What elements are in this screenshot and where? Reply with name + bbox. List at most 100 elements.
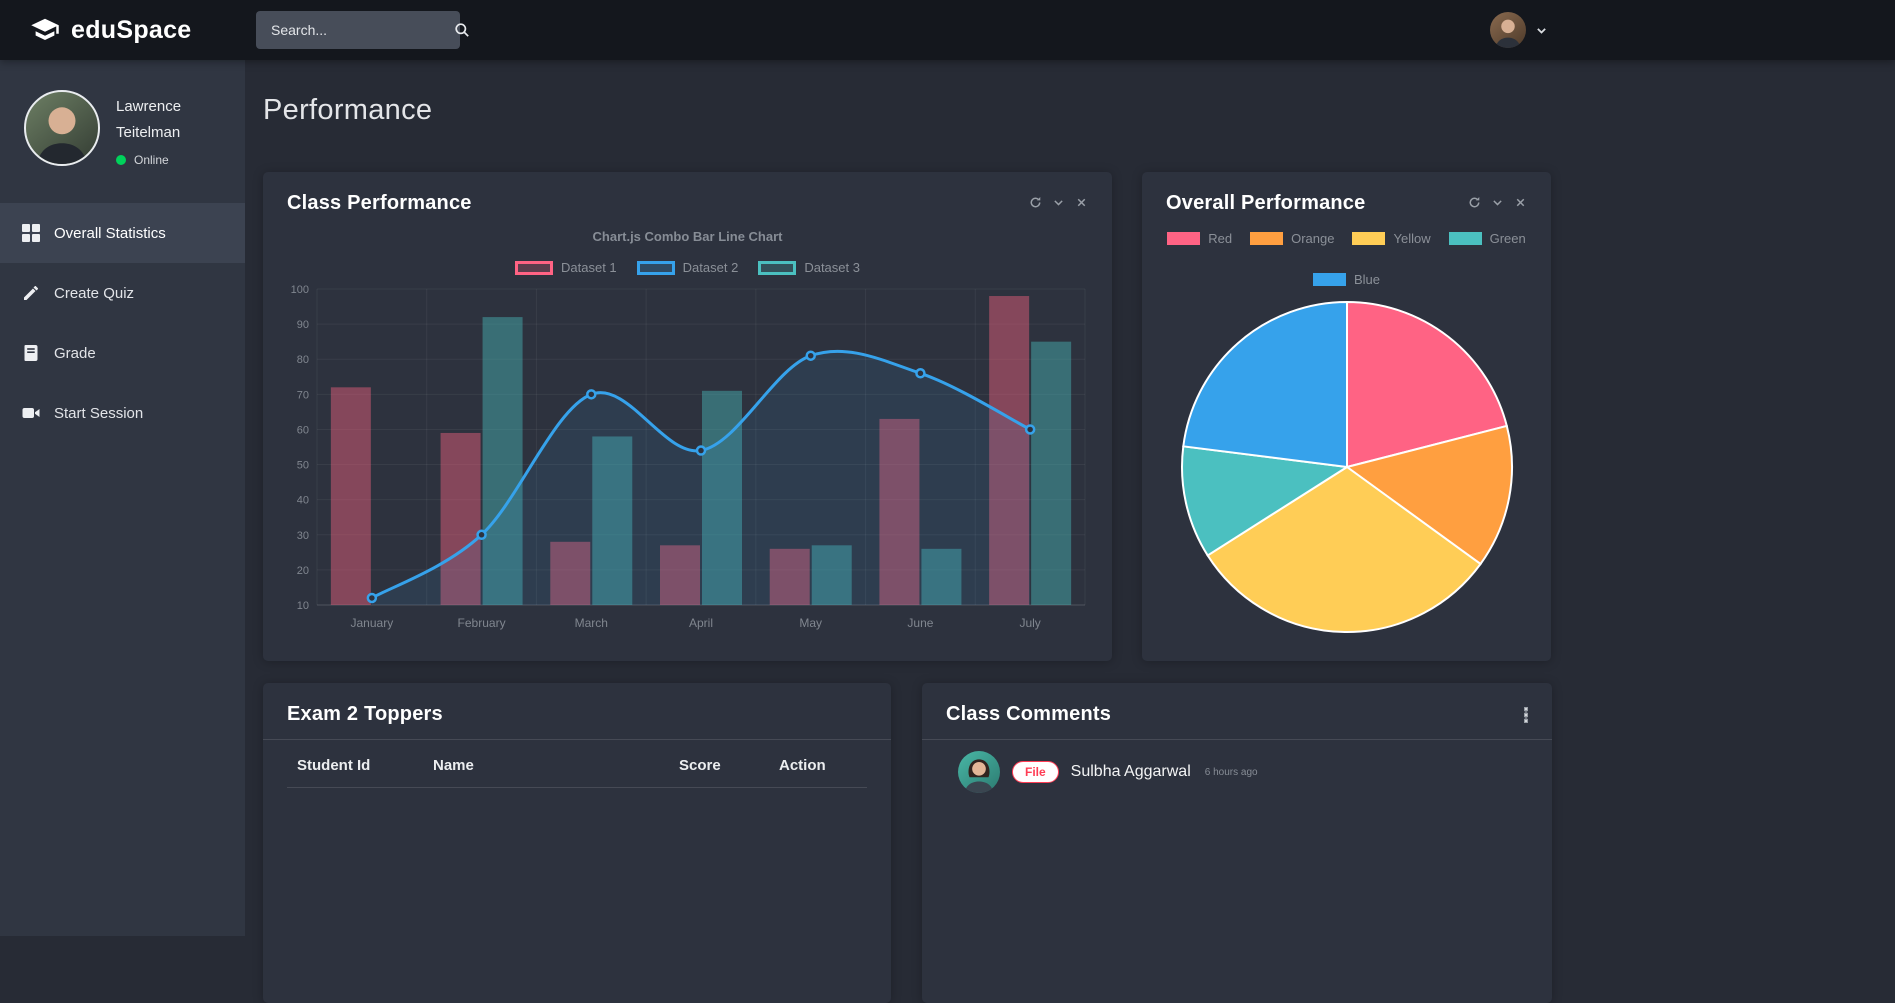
svg-text:April: April — [688, 616, 712, 630]
close-icon[interactable] — [1514, 196, 1527, 209]
legend-item[interactable]: Dataset 2 — [636, 260, 738, 275]
profile-avatar — [24, 90, 100, 166]
svg-text:90: 90 — [296, 319, 308, 331]
brand-logo[interactable]: eduSpace — [30, 0, 192, 60]
sidebar-profile: Lawrence Teitelman Online — [0, 60, 245, 189]
combo-chart-legend: Dataset 1 Dataset 2 Dataset 3 — [263, 260, 1112, 275]
overall-performance-card: Overall Performance Red Orange Yellow Green… — [1142, 172, 1551, 661]
collapse-icon[interactable] — [1491, 196, 1504, 209]
file-badge: File — [1012, 761, 1059, 783]
top-navbar: eduSpace — [0, 0, 1895, 60]
comment-item: File Sulbha Aggarwal 6 hours ago — [922, 740, 1552, 793]
search-box — [256, 11, 469, 49]
svg-text:100: 100 — [290, 284, 308, 296]
grid-icon — [22, 224, 40, 242]
collapse-icon[interactable] — [1052, 196, 1065, 209]
chevron-down-icon[interactable] — [1535, 24, 1548, 37]
pen-icon — [22, 284, 40, 302]
svg-text:60: 60 — [296, 424, 308, 436]
video-camera-icon — [22, 404, 40, 422]
refresh-icon[interactable] — [1029, 196, 1042, 209]
legend-item[interactable]: Green — [1448, 231, 1526, 246]
card-actions — [1468, 192, 1527, 209]
svg-text:March: March — [574, 616, 607, 630]
sidebar-item-start-session[interactable]: Start Session — [0, 383, 245, 443]
sidebar: Lawrence Teitelman Online Overall Statis… — [0, 60, 245, 936]
sidebar-item-label: Grade — [54, 344, 96, 362]
legend-item[interactable]: Dataset 3 — [758, 260, 860, 275]
commenter-avatar — [958, 751, 1000, 793]
header-divider — [263, 739, 891, 740]
card-title: Overall Performance — [1166, 192, 1366, 214]
legend-item[interactable]: Yellow — [1352, 231, 1431, 246]
svg-text:June: June — [907, 616, 933, 630]
refresh-icon[interactable] — [1468, 196, 1481, 209]
sidebar-item-label: Create Quiz — [54, 284, 135, 302]
profile-first-name: Lawrence — [116, 98, 182, 115]
legend-item[interactable]: Blue — [1312, 272, 1380, 287]
sidebar-item-label: Overall Statistics — [54, 224, 166, 242]
pie-chart — [1180, 300, 1513, 633]
legend-item[interactable]: Red — [1167, 231, 1232, 246]
online-label: Online — [134, 153, 169, 167]
exam-toppers-card: Exam 2 Toppers Student Id Name Score Act… — [263, 683, 891, 1003]
search-input[interactable] — [269, 21, 454, 39]
card-actions — [1029, 192, 1088, 209]
svg-text:80: 80 — [296, 354, 308, 366]
comment-timestamp: 6 hours ago — [1204, 766, 1258, 778]
book-icon — [22, 344, 40, 362]
profile-last-name: Teitelman — [116, 124, 181, 141]
legend-item[interactable]: Orange — [1250, 231, 1334, 246]
search-icon[interactable] — [454, 22, 470, 38]
card-title: Class Performance — [287, 192, 472, 214]
svg-text:July: July — [1019, 616, 1040, 630]
card-title: Exam 2 Toppers — [287, 703, 443, 725]
class-performance-card: Class Performance Chart.js Combo Bar Lin… — [263, 172, 1112, 661]
legend-item[interactable]: Dataset 1 — [515, 260, 617, 275]
sidebar-menu: Overall Statistics Create Quiz Grade Sta… — [0, 203, 245, 443]
svg-text:70: 70 — [296, 389, 308, 401]
svg-text:20: 20 — [296, 565, 308, 577]
svg-text:40: 40 — [296, 495, 308, 507]
svg-text:30: 30 — [296, 530, 308, 542]
close-icon[interactable] — [1075, 196, 1088, 209]
header-divider — [922, 739, 1552, 740]
svg-text:May: May — [799, 616, 822, 630]
main-content: Performance Class Performance Chart.js C… — [245, 60, 1895, 1003]
column-header-score: Score — [679, 757, 721, 774]
sidebar-item-grade[interactable]: Grade — [0, 323, 245, 383]
column-header-name: Name — [433, 757, 474, 774]
brand-name: eduSpace — [71, 15, 192, 44]
chart-title: Chart.js Combo Bar Line Chart — [592, 229, 783, 244]
card-title: Class Comments — [946, 703, 1112, 725]
page-title: Performance — [263, 94, 433, 126]
card-header: Class Comments — [922, 683, 1552, 726]
combo-bar-line-chart: 10 20 30 40 50 60 70 80 90 100 January February Marc… — [290, 284, 1085, 630]
card-header: Class Performance — [263, 172, 1112, 215]
commenter-name: Sulbha Aggarwal — [1070, 763, 1191, 780]
pie-chart-legend: Red Orange Yellow Green Blue — [1142, 225, 1551, 287]
sidebar-item-create-quiz[interactable]: Create Quiz — [0, 263, 245, 323]
svg-text:50: 50 — [296, 460, 308, 472]
user-avatar[interactable] — [1490, 12, 1526, 48]
card-header: Overall Performance — [1142, 172, 1551, 215]
kebab-menu-icon[interactable] — [1524, 707, 1528, 723]
svg-text:January: January — [350, 616, 393, 630]
graduation-cap-icon — [30, 15, 60, 45]
toppers-table-header: Student Id Name Score Action — [263, 740, 891, 787]
profile-status: Online — [116, 153, 181, 167]
sidebar-item-overall-statistics[interactable]: Overall Statistics — [0, 203, 245, 263]
table-divider — [287, 787, 867, 788]
card-actions — [1524, 703, 1528, 723]
profile-name: Lawrence Teitelman — [116, 94, 181, 146]
column-header-student-id: Student Id — [297, 757, 371, 774]
navbar-profile — [1490, 12, 1548, 48]
card-header: Exam 2 Toppers — [263, 683, 891, 726]
sidebar-item-label: Start Session — [54, 404, 144, 422]
svg-text:10: 10 — [296, 600, 308, 612]
svg-text:February: February — [457, 616, 505, 630]
profile-info: Lawrence Teitelman Online — [116, 90, 181, 167]
column-header-action: Action — [779, 757, 826, 774]
online-dot — [116, 155, 126, 165]
class-comments-card: Class Comments File Sulbha Aggarwal 6 ho… — [922, 683, 1552, 1003]
